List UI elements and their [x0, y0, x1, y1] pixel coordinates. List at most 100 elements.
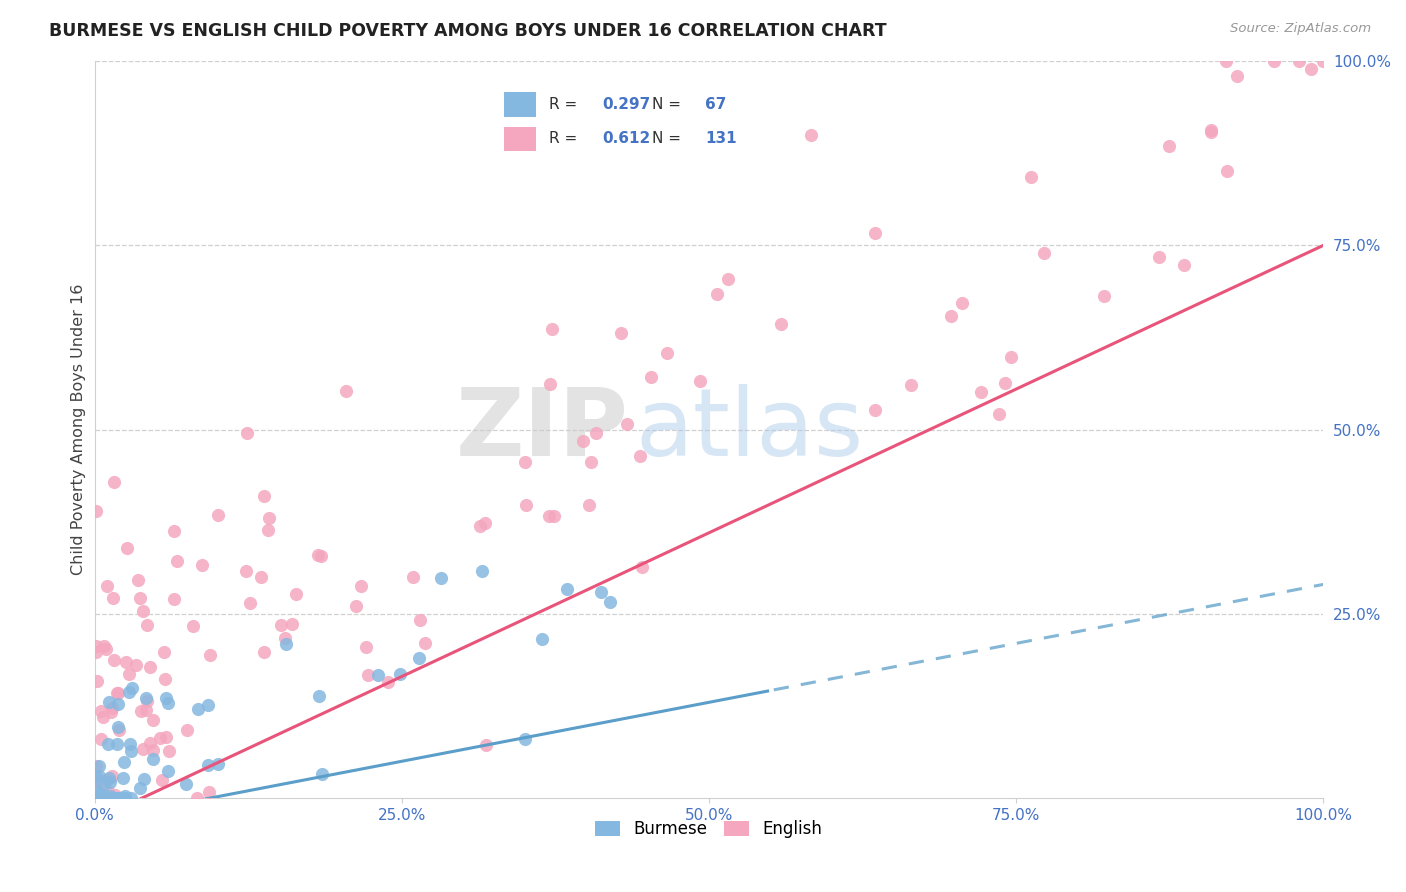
Point: [354, 640, 377, 654]
Point: [94, 791, 117, 805]
Point: [187, 701, 209, 715]
Point: [86, 673, 108, 688]
Point: [124, 658, 146, 673]
Point: [107, 697, 129, 711]
Point: [107, 791, 129, 805]
Point: [103, 591, 125, 605]
Point: [515, 499, 537, 513]
Point: [87, 769, 110, 783]
Point: [114, 791, 136, 805]
Point: [1288, 54, 1310, 69]
Point: [284, 587, 307, 601]
Point: [250, 569, 273, 583]
Point: [388, 667, 411, 681]
Point: [270, 618, 292, 632]
Point: [1019, 170, 1042, 185]
Point: [239, 596, 262, 610]
Point: [97, 737, 120, 751]
Point: [84, 791, 107, 805]
Point: [557, 582, 579, 596]
Point: [93, 639, 115, 653]
Point: [155, 672, 177, 686]
Point: [91, 791, 114, 805]
Point: [101, 791, 124, 805]
Point: [111, 791, 134, 805]
Point: [155, 730, 177, 744]
Point: [578, 499, 600, 513]
Point: [89, 787, 111, 801]
Point: [86, 775, 108, 789]
Point: [84, 759, 107, 773]
Point: [142, 713, 165, 727]
Point: [131, 704, 153, 718]
Point: [100, 791, 122, 805]
Point: [253, 645, 276, 659]
Point: [142, 752, 165, 766]
Point: [357, 668, 380, 682]
Point: [108, 791, 131, 805]
Point: [162, 591, 184, 606]
Point: [585, 425, 607, 440]
Point: [86, 776, 108, 790]
Point: [537, 508, 560, 523]
Point: [689, 374, 711, 388]
Point: [94, 642, 117, 657]
Point: [474, 516, 496, 530]
Point: [96, 579, 118, 593]
Point: [631, 560, 654, 574]
Point: [350, 579, 373, 593]
Point: [84, 770, 107, 784]
Point: [157, 744, 180, 758]
Point: [863, 402, 886, 417]
Point: [120, 744, 142, 758]
Point: [120, 737, 142, 751]
Point: [157, 764, 180, 778]
Point: [335, 384, 357, 399]
Point: [257, 523, 280, 537]
Point: [84, 645, 107, 659]
Point: [149, 731, 172, 746]
Point: [111, 791, 134, 805]
Point: [105, 686, 128, 700]
Point: [470, 519, 492, 533]
Point: [994, 376, 1017, 391]
Point: [120, 791, 142, 805]
Point: [163, 524, 186, 538]
Point: [197, 785, 219, 799]
Point: [84, 791, 107, 805]
Point: [136, 618, 159, 632]
Point: [402, 570, 425, 584]
Point: [135, 703, 157, 717]
Point: [142, 743, 165, 757]
Point: [235, 564, 257, 578]
Point: [307, 549, 329, 563]
Point: [610, 326, 633, 340]
Point: [112, 756, 135, 770]
Point: [174, 777, 197, 791]
Point: [706, 287, 728, 301]
Point: [274, 631, 297, 645]
Point: [1215, 54, 1237, 69]
Point: [89, 731, 111, 746]
Point: [207, 757, 229, 772]
Point: [107, 686, 129, 700]
Point: [97, 783, 120, 797]
Point: [1033, 245, 1056, 260]
Point: [259, 511, 281, 525]
Point: [91, 710, 114, 724]
Point: [86, 791, 108, 805]
Point: [541, 322, 564, 336]
Point: [197, 758, 219, 772]
Point: [155, 690, 177, 705]
Point: [377, 675, 399, 690]
Point: [84, 791, 107, 805]
Point: [134, 772, 156, 786]
Point: [281, 616, 304, 631]
Point: [530, 632, 553, 647]
Point: [87, 758, 110, 772]
Point: [413, 636, 436, 650]
Point: [589, 584, 612, 599]
Point: [1149, 251, 1171, 265]
Point: [1263, 54, 1285, 69]
Point: [89, 791, 111, 805]
